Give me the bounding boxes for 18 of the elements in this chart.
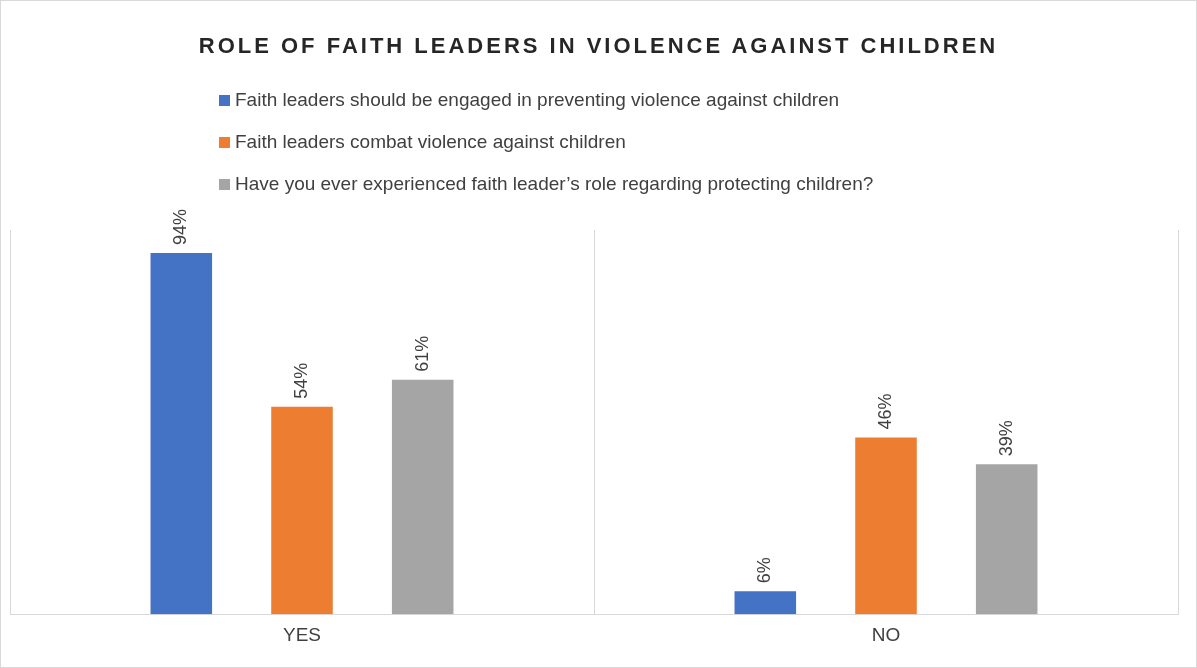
data-label: 54%: [290, 362, 311, 399]
legend-label: Have you ever experienced faith leader’s role regarding protecting children?: [235, 173, 874, 195]
bar: [734, 591, 797, 615]
data-label: 46%: [874, 393, 895, 430]
data-label: 61%: [411, 335, 432, 372]
x-tick-label: NO: [871, 623, 901, 645]
data-label: 94%: [170, 209, 191, 246]
data-label: 6%: [754, 557, 775, 584]
bar: [975, 464, 1038, 615]
chart-title: ROLE OF FAITH LEADERS IN VIOLENCE AGAINST CHILDREN: [197, 33, 1000, 59]
x-tick-label: YES: [282, 623, 322, 645]
bar: [855, 437, 917, 615]
data-label: 39%: [995, 420, 1016, 457]
bar: [271, 406, 333, 615]
legend-label: Faith leaders should be engaged in preventing violence against children: [235, 89, 840, 111]
bar: [150, 253, 213, 615]
legend-label: Faith leaders combat violence against children: [235, 131, 626, 153]
bar: [391, 379, 454, 615]
